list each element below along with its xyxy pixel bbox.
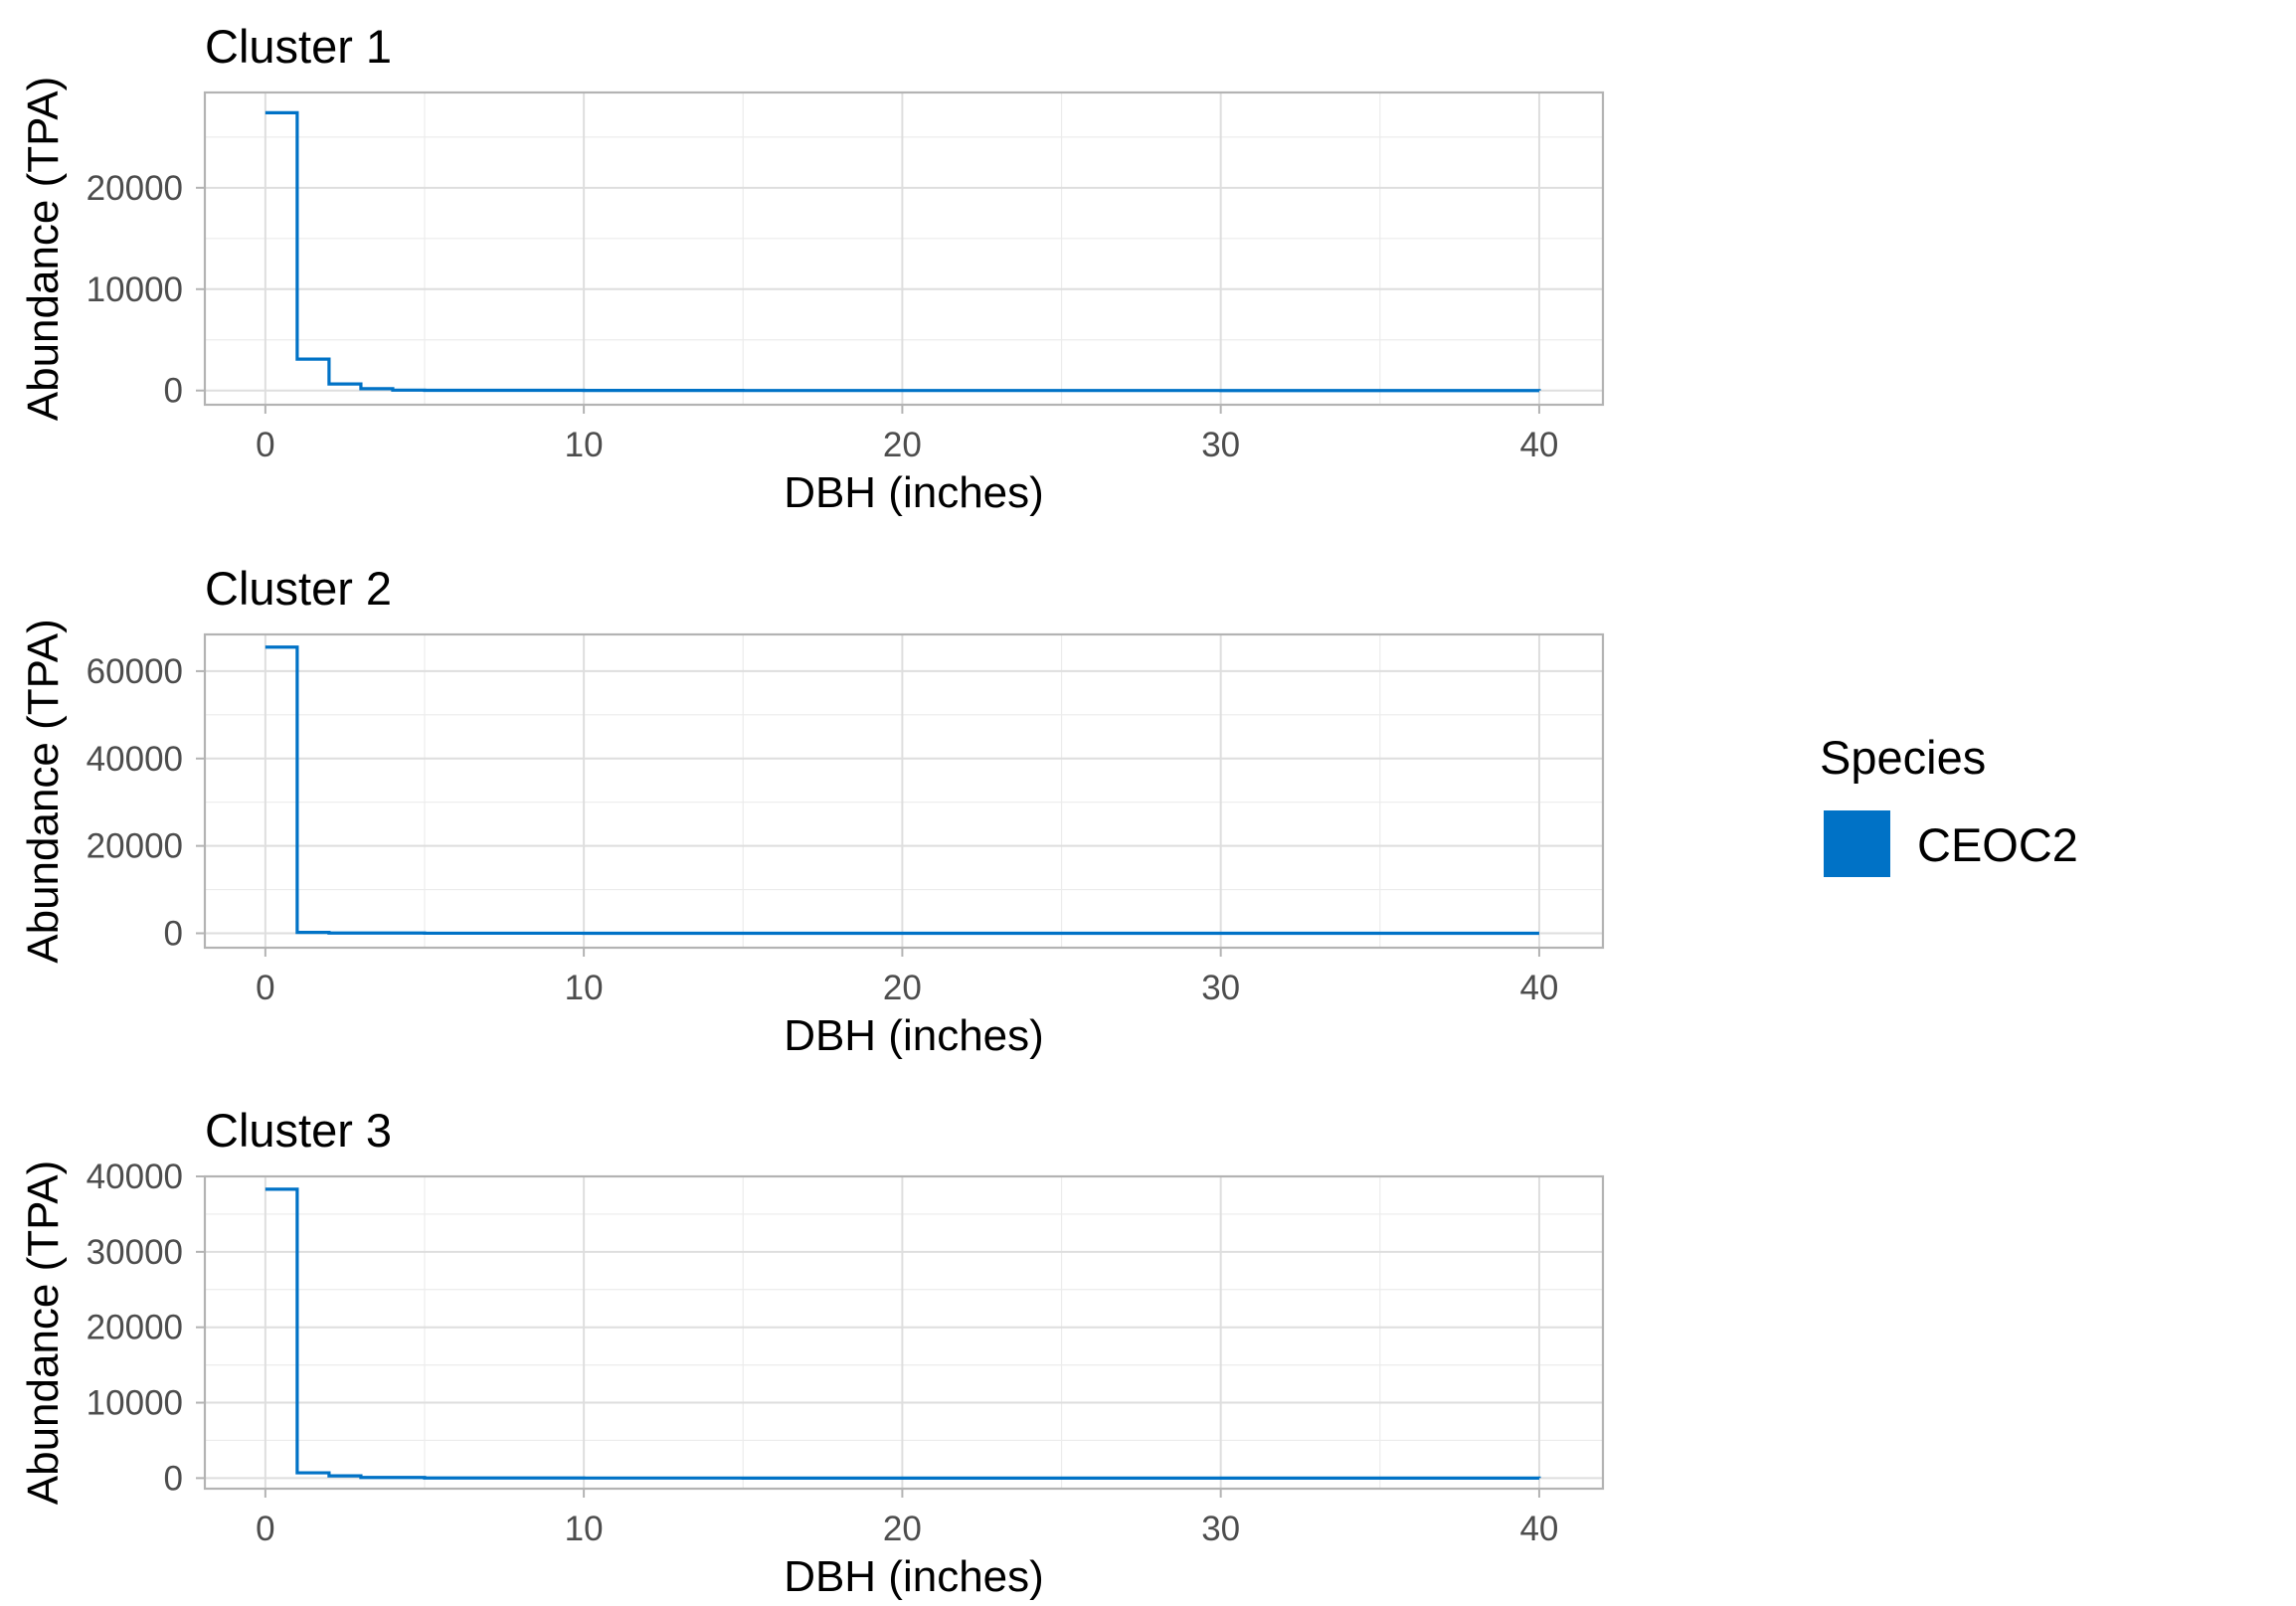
x-tick-label: 40: [1519, 1510, 1558, 1548]
panel-cluster-3: 0 10 20 30 40 0 10000 20000 30000 40000 Cluster 3 D…: [19, 1104, 1605, 1601]
y-axis-title: Abundance (TPA): [19, 77, 68, 421]
x-tick-label: 10: [565, 969, 604, 1007]
y-axis-title: Abundance (TPA): [19, 619, 68, 963]
y-axis-title: Abundance (TPA): [19, 1160, 68, 1505]
x-tick-label: 0: [256, 969, 274, 1007]
legend-key-ceoc2: [1824, 810, 1890, 877]
x-tick-label: 40: [1519, 969, 1558, 1007]
series-line-ceoc2: [265, 645, 1539, 936]
x-tick-label: 30: [1201, 969, 1240, 1007]
x-tick-label: 20: [883, 426, 922, 464]
legend-title: Species: [1820, 731, 1986, 784]
x-tick-label: 20: [883, 969, 922, 1007]
y-tick-label: 0: [164, 915, 183, 954]
y-tick-label: 10000: [87, 1384, 183, 1423]
legend-label-ceoc2: CEOC2: [1917, 818, 2078, 871]
y-tick-label: 0: [164, 372, 183, 411]
panel-cluster-1: 0 10 20 30 40 0 10000 20000 Cluster 1 DBH (inches…: [19, 20, 1605, 517]
y-tick-label: 20000: [87, 169, 183, 208]
series-line-ceoc2: [265, 1187, 1541, 1480]
y-tick-label: 60000: [87, 652, 183, 691]
panel-border: [203, 632, 1605, 950]
y-tick-label: 20000: [87, 827, 183, 866]
x-tick-label: 30: [1201, 1510, 1240, 1548]
panel-title: Cluster 1: [205, 20, 392, 73]
y-tick-label: 20000: [87, 1309, 183, 1347]
x-tick-label: 0: [256, 426, 274, 464]
y-tick-label: 40000: [87, 740, 183, 779]
panel-border: [203, 90, 1605, 407]
x-axis-title: DBH (inches): [784, 1011, 1044, 1060]
x-axis-title: DBH (inches): [784, 1552, 1044, 1601]
x-tick-label: 0: [256, 1510, 274, 1548]
panel-title: Cluster 2: [205, 562, 392, 615]
y-tick-label: 40000: [87, 1158, 183, 1196]
x-tick-label: 40: [1519, 426, 1558, 464]
x-tick-label: 30: [1201, 426, 1240, 464]
panel-border: [203, 1174, 1605, 1491]
x-tick-label: 10: [565, 1510, 604, 1548]
x-axis-title: DBH (inches): [784, 468, 1044, 517]
panel-title: Cluster 3: [205, 1104, 392, 1157]
legend: Species CEOC2: [1820, 731, 2078, 877]
y-tick-label: 30000: [87, 1233, 183, 1272]
y-tick-label: 10000: [87, 270, 183, 309]
x-tick-label: 10: [565, 426, 604, 464]
series-line-ceoc2: [265, 110, 1541, 393]
panel-cluster-2: 0 10 20 30 40 0 20000 40000 60000 Cluster 2 DBH (i…: [19, 562, 1605, 1060]
x-tick-label: 20: [883, 1510, 922, 1548]
y-tick-label: 0: [164, 1459, 183, 1498]
